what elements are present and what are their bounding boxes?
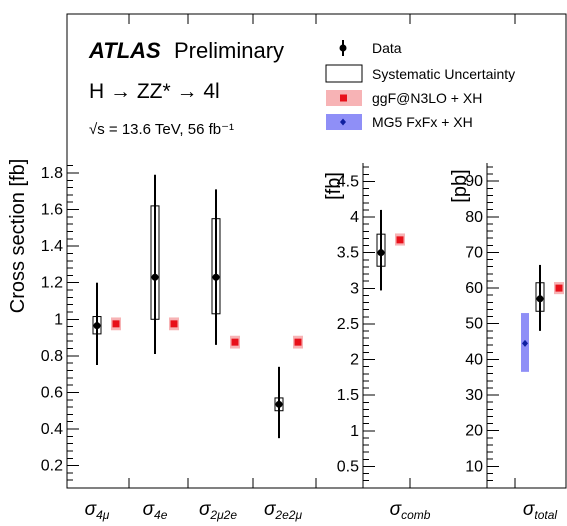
systematic-box [92, 316, 102, 335]
prediction-marker [396, 236, 404, 244]
mg5-prediction-marker [522, 339, 528, 347]
y-tick-label: 60 [465, 280, 483, 297]
y-tick-label: 2 [350, 352, 359, 369]
legend-marker [340, 94, 347, 102]
y-tick-label: 2.5 [337, 316, 359, 333]
legend-label: Data [372, 40, 402, 56]
legend: Data Systematic Uncertainty ggF@N3LO + XH M… [325, 40, 515, 130]
x-tick-label: σ2e2μ [264, 499, 302, 522]
data-point [151, 273, 159, 281]
top-ticks [128, 14, 516, 24]
y-tick-label: 1.5 [337, 387, 359, 404]
y-tick-label: 3 [350, 280, 359, 297]
y-tick-label: 40 [465, 351, 483, 368]
systematic-box [150, 205, 160, 320]
prediction-marker [170, 320, 178, 328]
y-tick-label: 1 [350, 423, 359, 440]
data-marks [92, 174, 564, 439]
y-tick-label: 1.4 [41, 238, 63, 255]
legend-data-point [339, 44, 347, 52]
y-tick-label: 20 [465, 423, 483, 440]
y-tick-label: 1 [54, 311, 63, 328]
prediction-marker [294, 338, 302, 346]
y-tick-label: 10 [465, 458, 483, 475]
y-tick-label: 4 [350, 209, 359, 226]
x-tick-label: σ4e [143, 499, 168, 522]
legend-marker [340, 118, 346, 126]
systematic-box [535, 282, 545, 312]
y-tick-label: 0.4 [41, 421, 63, 438]
x-tick-labels: σ4μ σ4e σ2μ2e σ2e2μ σcomb σtotal [85, 499, 558, 522]
prediction-marker [555, 284, 563, 292]
energy-label: √s = 13.6 TeV, 56 fb⁻¹ [89, 121, 234, 138]
x-tick-label: σ4μ [85, 499, 110, 522]
y-axis-label-total: [pb] [449, 169, 471, 202]
y-tick-label: 1.2 [41, 275, 63, 292]
y-axis-ticks: 0.2 0.4 0.6 0.8 1 1.2 1.4 1.6 1.8 0.5 1 1.5 2 2.5 3 3.5… [41, 165, 499, 482]
y-axis-label-comb: [fb] [323, 172, 345, 200]
x-tick-label: σcomb [390, 499, 431, 522]
systematic-box [376, 233, 386, 267]
panel-separators [128, 163, 516, 488]
y-tick-label: 1.6 [41, 202, 63, 219]
y-tick-label: 0.6 [41, 384, 63, 401]
data-point [377, 249, 385, 257]
prediction-marker [231, 338, 239, 346]
legend-label: Systematic Uncertainty [372, 66, 515, 82]
x-tick-label: σtotal [523, 499, 557, 522]
y-tick-label: 0.2 [41, 458, 63, 475]
legend-label: ggF@N3LO + XH [372, 90, 482, 106]
y-tick-label: 80 [465, 209, 483, 226]
y-tick-label: 90 [465, 173, 483, 190]
y-tick-label: 0.8 [41, 348, 63, 365]
y-tick-label: 0.5 [337, 458, 359, 475]
legend-syst-box [325, 64, 363, 83]
prediction-marker [112, 320, 120, 328]
y-tick-label: 4.5 [337, 173, 359, 190]
systematic-box [274, 397, 284, 412]
data-point [93, 322, 101, 330]
data-point [536, 295, 544, 303]
y-tick-label: 30 [465, 387, 483, 404]
data-point [212, 273, 220, 281]
y-tick-label: 70 [465, 244, 483, 261]
y-tick-label: 3.5 [337, 245, 359, 262]
y-tick-label: 1.8 [41, 165, 63, 182]
x-tick-label: σ2μ2e [199, 499, 237, 522]
data-point [275, 400, 283, 408]
systematic-box [211, 218, 221, 315]
y-tick-label: 50 [465, 316, 483, 333]
experiment-label: ATLAS [88, 38, 161, 63]
y-axis-label-main: Cross section [fb] [7, 159, 29, 314]
header: ATLAS Preliminary H → ZZ* → 4l √s = 13.6… [88, 38, 284, 138]
status-label: Preliminary [174, 38, 284, 63]
process-label: H → ZZ* → 4l [89, 80, 220, 103]
legend-label: MG5 FxFx + XH [372, 114, 473, 130]
